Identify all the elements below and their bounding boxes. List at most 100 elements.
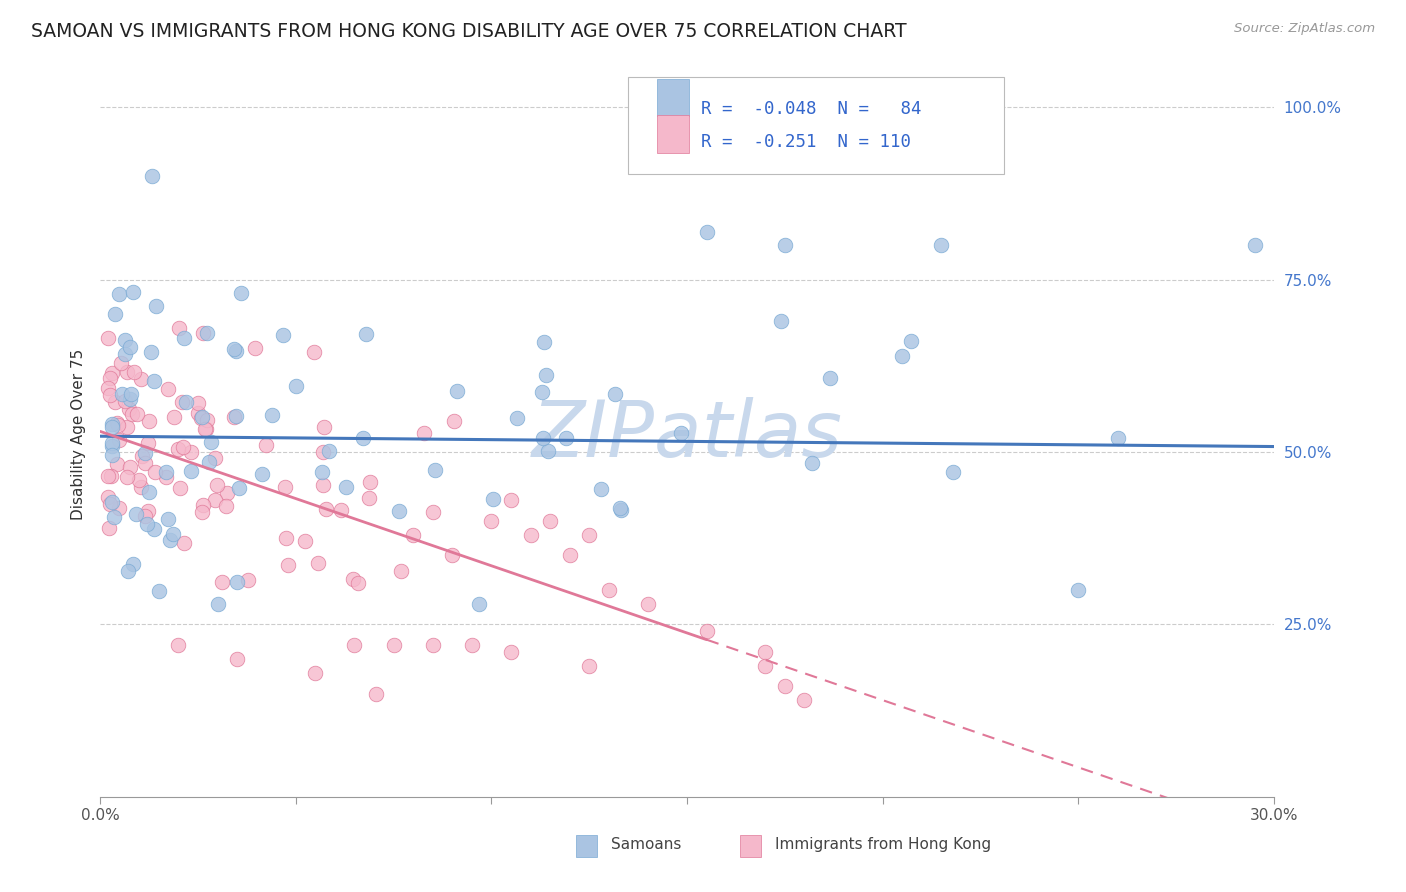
Immigrants from Hong Kong: [172, 440, 194, 454]
Text: Immigrants from Hong Kong: Immigrants from Hong Kong: [775, 837, 991, 852]
Immigrants from Hong Kong: [134, 456, 156, 470]
Text: SAMOAN VS IMMIGRANTS FROM HONG KONG DISABILITY AGE OVER 75 CORRELATION CHART: SAMOAN VS IMMIGRANTS FROM HONG KONG DISA…: [31, 22, 907, 41]
FancyBboxPatch shape: [628, 77, 1004, 174]
Immigrants from Hong Kong: [754, 645, 776, 659]
Samoans: [423, 463, 446, 477]
Samoans: [260, 408, 283, 422]
Immigrants from Hong Kong: [97, 521, 120, 535]
Samoans: [271, 327, 294, 342]
Samoans: [534, 368, 557, 382]
Samoans: [101, 494, 124, 508]
Samoans: [114, 347, 136, 361]
Samoans: [481, 491, 503, 506]
Immigrants from Hong Kong: [190, 410, 212, 425]
Immigrants from Hong Kong: [347, 576, 370, 591]
Samoans: [200, 434, 222, 449]
Immigrants from Hong Kong: [215, 486, 238, 500]
Samoans: [143, 522, 166, 536]
Samoans: [352, 431, 374, 445]
Immigrants from Hong Kong: [558, 549, 581, 563]
Samoans: [198, 455, 221, 469]
Immigrants from Hong Kong: [422, 638, 444, 652]
Text: R =  -0.048  N =   84: R = -0.048 N = 84: [702, 100, 922, 118]
Samoans: [124, 508, 146, 522]
Samoans: [942, 465, 965, 479]
Samoans: [136, 517, 159, 532]
Immigrants from Hong Kong: [191, 498, 214, 512]
Immigrants from Hong Kong: [274, 480, 297, 494]
Samoans: [1243, 238, 1265, 252]
Immigrants from Hong Kong: [187, 396, 209, 410]
Immigrants from Hong Kong: [422, 505, 444, 519]
Immigrants from Hong Kong: [302, 345, 325, 359]
Immigrants from Hong Kong: [98, 388, 121, 402]
Samoans: [1107, 431, 1129, 445]
Immigrants from Hong Kong: [359, 475, 381, 489]
Samoans: [318, 443, 340, 458]
Immigrants from Hong Kong: [754, 658, 776, 673]
Samoans: [609, 501, 631, 516]
Samoans: [101, 420, 124, 434]
Immigrants from Hong Kong: [366, 687, 388, 701]
Immigrants from Hong Kong: [294, 533, 316, 548]
Immigrants from Hong Kong: [696, 624, 718, 639]
Immigrants from Hong Kong: [443, 414, 465, 428]
Immigrants from Hong Kong: [105, 416, 128, 430]
Immigrants from Hong Kong: [441, 549, 464, 563]
Immigrants from Hong Kong: [330, 503, 353, 517]
Immigrants from Hong Kong: [127, 407, 149, 421]
Immigrants from Hong Kong: [97, 469, 120, 483]
Samoans: [225, 575, 247, 590]
Immigrants from Hong Kong: [277, 558, 299, 572]
Immigrants from Hong Kong: [311, 478, 333, 492]
Immigrants from Hong Kong: [120, 460, 142, 475]
Immigrants from Hong Kong: [793, 693, 815, 707]
Immigrants from Hong Kong: [114, 393, 136, 408]
Immigrants from Hong Kong: [382, 638, 405, 652]
Samoans: [111, 387, 134, 401]
Immigrants from Hong Kong: [304, 665, 326, 680]
Immigrants from Hong Kong: [108, 433, 131, 447]
Text: Source: ZipAtlas.com: Source: ZipAtlas.com: [1234, 22, 1375, 36]
Samoans: [104, 307, 127, 321]
Immigrants from Hong Kong: [98, 371, 121, 385]
Immigrants from Hong Kong: [307, 556, 329, 570]
Samoans: [155, 465, 177, 479]
Samoans: [118, 340, 141, 354]
Samoans: [134, 446, 156, 460]
Immigrants from Hong Kong: [637, 597, 659, 611]
Samoans: [117, 564, 139, 578]
Samoans: [101, 438, 124, 452]
Samoans: [141, 169, 163, 184]
Immigrants from Hong Kong: [413, 425, 436, 440]
Immigrants from Hong Kong: [359, 491, 381, 506]
Immigrants from Hong Kong: [129, 480, 152, 494]
Immigrants from Hong Kong: [108, 500, 131, 515]
Immigrants from Hong Kong: [98, 497, 121, 511]
Samoans: [143, 374, 166, 388]
Immigrants from Hong Kong: [169, 321, 191, 335]
Immigrants from Hong Kong: [97, 381, 120, 395]
Immigrants from Hong Kong: [143, 465, 166, 479]
Samoans: [191, 409, 214, 424]
Samoans: [101, 417, 124, 431]
Samoans: [773, 238, 796, 252]
Immigrants from Hong Kong: [136, 436, 159, 450]
Immigrants from Hong Kong: [101, 366, 124, 380]
Samoans: [531, 431, 554, 445]
Immigrants from Hong Kong: [254, 438, 277, 452]
Samoans: [250, 467, 273, 482]
Bar: [575, 835, 596, 856]
Immigrants from Hong Kong: [538, 514, 561, 528]
Immigrants from Hong Kong: [195, 413, 218, 427]
Immigrants from Hong Kong: [276, 531, 298, 545]
Immigrants from Hong Kong: [598, 582, 620, 597]
Samoans: [108, 286, 131, 301]
Immigrants from Hong Kong: [97, 331, 120, 345]
Immigrants from Hong Kong: [578, 528, 600, 542]
Immigrants from Hong Kong: [190, 506, 212, 520]
Immigrants from Hong Kong: [107, 417, 129, 432]
Samoans: [141, 345, 163, 359]
Samoans: [207, 597, 229, 611]
Immigrants from Hong Kong: [342, 572, 364, 586]
